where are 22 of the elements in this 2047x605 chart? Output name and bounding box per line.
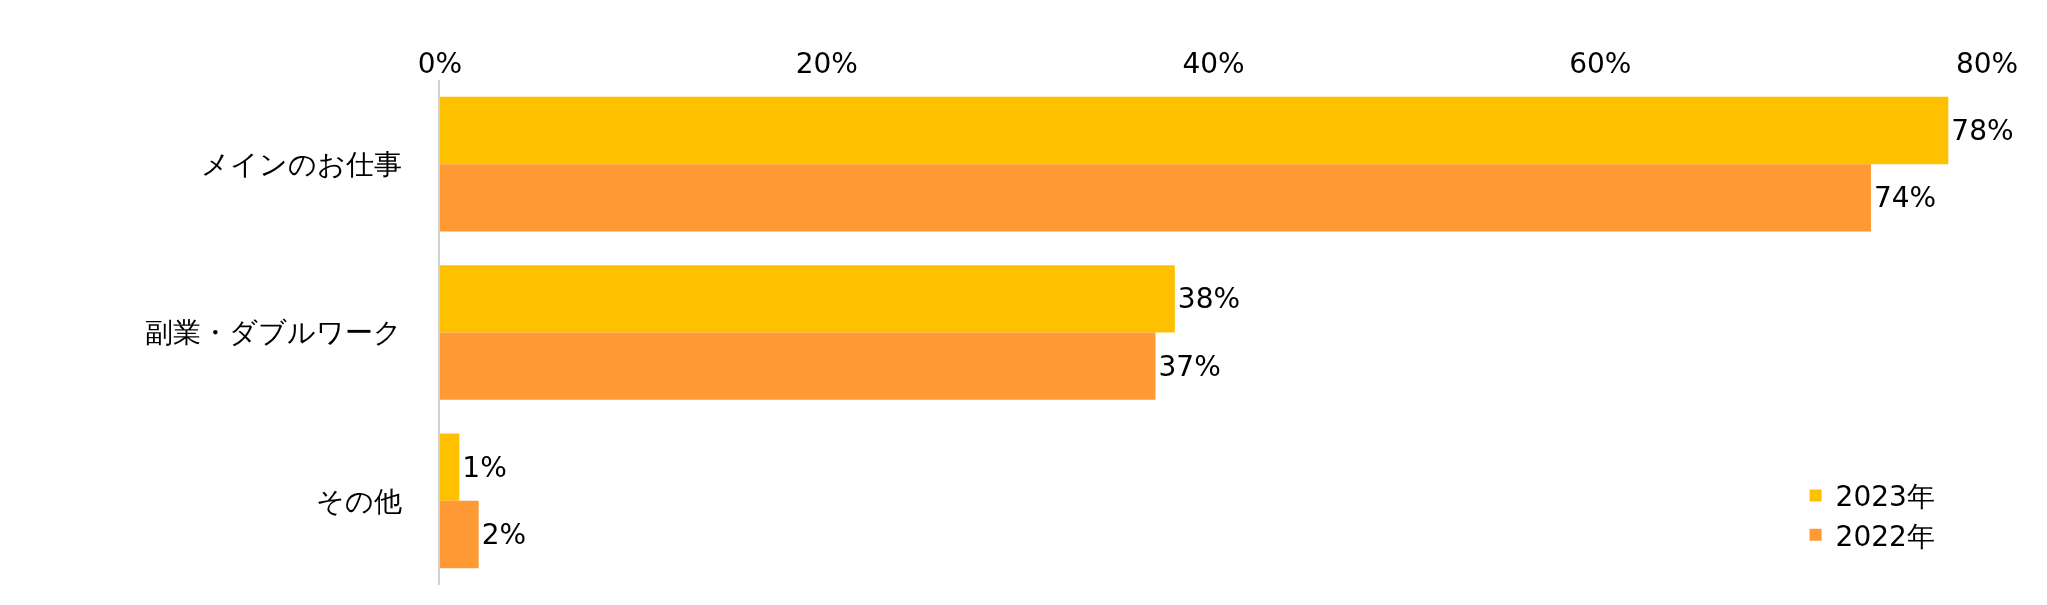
bar [440,332,1156,400]
x-tick-label: 0% [417,47,463,81]
bar [440,433,460,501]
x-tick-label: 60% [1569,47,1632,81]
legend-label: 2022年 [1835,519,1935,553]
x-tick-label: 80% [1955,47,2019,81]
bar [440,164,1871,232]
legend-label: 2023年 [1835,480,1935,514]
bar [440,500,479,569]
y-tick-label: 副業・ダブルワーク [145,316,403,350]
data-label: 2% [481,518,527,551]
data-label: 38% [1177,282,1241,316]
bar [440,265,1175,333]
data-label: 37% [1158,349,1221,383]
bar [440,96,1949,165]
x-tick-label: 20% [795,47,858,81]
x-tick-label: 40% [1182,47,1245,81]
data-label: 74% [1873,181,1937,215]
data-label: 78% [1951,114,2014,147]
y-tick-label: その他 [316,484,403,518]
y-tick-label: メインのお仕事 [201,147,403,181]
data-label: 1% [462,450,507,484]
